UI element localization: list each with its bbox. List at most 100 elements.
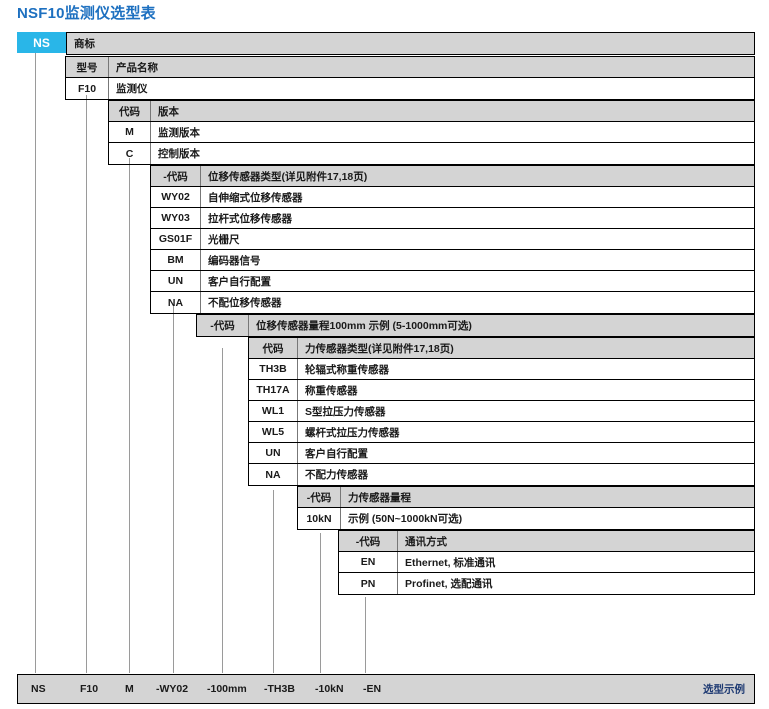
summary-token-brand: NS	[31, 683, 46, 695]
leader-line-comm	[365, 597, 366, 673]
table-row: C 控制版本	[109, 143, 754, 164]
summary-token-disp-range: -100mm	[207, 683, 247, 695]
summary-token-version: M	[125, 683, 134, 695]
table-row: UN 客户自行配置	[151, 271, 754, 292]
block-brand: 商标	[66, 32, 755, 55]
block-force-sensor-type: 代码 力传感器类型(详见附件17,18页) TH3B 轮辐式称重传感器 TH17…	[248, 337, 755, 486]
row-desc: 控制版本	[158, 148, 200, 160]
block-displacement-sensor-range: -代码 位移传感器量程100mm 示例 (5-1000mm可选)	[196, 314, 755, 337]
table-row: WL1 S型拉压力传感器	[249, 401, 754, 422]
table-row: M 监测版本	[109, 122, 754, 143]
table-row-header: 型号 产品名称	[66, 57, 754, 78]
summary-token-force-type: -TH3B	[264, 683, 295, 695]
block-displacement-sensor-type: -代码 位移传感器类型(详见附件17,18页) WY02 自伸缩式位移传感器 W…	[150, 165, 755, 314]
table-row-header: -代码 力传感器量程	[298, 487, 754, 508]
row-desc: 轮辐式称重传感器	[305, 363, 389, 376]
row-code: NA	[151, 292, 201, 313]
row-code: C	[109, 143, 151, 164]
col-desc: 力传感器量程	[348, 491, 411, 504]
row-desc: 自伸缩式位移传感器	[208, 191, 303, 204]
row-code: WY02	[151, 187, 201, 207]
col-desc: 产品名称	[116, 61, 158, 74]
col-code: 代码	[109, 101, 151, 121]
col-desc: 位移传感器量程100mm 示例 (5-1000mm可选)	[256, 320, 472, 332]
leader-line-force-type	[273, 490, 274, 673]
table-row: NA 不配位移传感器	[151, 292, 754, 313]
col-desc: 位移传感器类型(详见附件17,18页)	[208, 170, 368, 183]
row-desc: 螺杆式拉压力传感器	[305, 426, 400, 439]
summary-token-comm: -EN	[363, 683, 382, 695]
col-desc: 力传感器类型(详见附件17,18页)	[305, 342, 454, 355]
row-desc: 示例 (50N~1000kN可选)	[348, 513, 463, 525]
summary-token-force-range: -10kN	[315, 683, 344, 695]
table-row-header: -代码 位移传感器量程100mm 示例 (5-1000mm可选)	[197, 315, 754, 336]
leader-line-ns	[35, 53, 36, 673]
table-row: TH3B 轮辐式称重传感器	[249, 359, 754, 380]
row-desc: S型拉压力传感器	[305, 405, 386, 418]
table-row-header: 代码 版本	[109, 101, 754, 122]
row-desc: 称重传感器	[305, 384, 358, 397]
page-title: NSF10监测仪选型表	[17, 5, 156, 22]
table-row: F10 监测仪	[66, 78, 754, 99]
row-code: WY03	[151, 208, 201, 228]
row-code: TH17A	[249, 380, 298, 400]
row-code: PN	[339, 573, 398, 594]
table-row-header: -代码 通讯方式	[339, 531, 754, 552]
row-code: TH3B	[249, 359, 298, 379]
row-desc: 不配力传感器	[305, 469, 368, 481]
col-desc: 通讯方式	[405, 535, 447, 548]
col-desc: 版本	[158, 105, 179, 118]
row-desc: 客户自行配置	[305, 447, 368, 460]
row-code: UN	[151, 271, 201, 291]
selection-example-label: 选型示例	[703, 683, 745, 696]
selection-example-bar: NS F10 M -WY02 -100mm -TH3B -10kN -EN 选型…	[17, 674, 755, 704]
col-code: -代码	[151, 166, 201, 186]
table-row: GS01F 光栅尺	[151, 229, 754, 250]
leader-line-force-rng	[320, 533, 321, 673]
row-code: UN	[249, 443, 298, 463]
row-code: BM	[151, 250, 201, 270]
row-desc: 客户自行配置	[208, 275, 271, 288]
row-code: EN	[339, 552, 398, 572]
row-code: WL1	[249, 401, 298, 421]
row-desc: 编码器信号	[208, 254, 261, 267]
summary-token-model: F10	[80, 683, 99, 695]
col-code: -代码	[197, 315, 249, 336]
row-desc: 监测仪	[116, 83, 148, 95]
row-code: F10	[66, 78, 109, 99]
col-code: -代码	[298, 487, 341, 507]
leader-line-disp-range	[222, 348, 223, 673]
table-row: WY02 自伸缩式位移传感器	[151, 187, 754, 208]
brand-code-cell: NS	[17, 32, 66, 53]
row-desc: 拉杆式位移传感器	[208, 212, 292, 225]
table-row: PN Profinet, 选配通讯	[339, 573, 754, 594]
row-desc: 光栅尺	[208, 233, 240, 246]
block-model: 型号 产品名称 F10 监测仪	[65, 56, 755, 100]
block-force-sensor-range: -代码 力传感器量程 10kN 示例 (50N~1000kN可选)	[297, 486, 755, 530]
summary-token-disp-type: -WY02	[156, 683, 189, 695]
row-code: NA	[249, 464, 298, 485]
table-row: NA 不配力传感器	[249, 464, 754, 485]
table-row: WY03 拉杆式位移传感器	[151, 208, 754, 229]
block-communication: -代码 通讯方式 EN Ethernet, 标准通讯 PN Profinet, …	[338, 530, 755, 595]
leader-line-model	[86, 95, 87, 673]
col-code: -代码	[339, 531, 398, 551]
table-row: UN 客户自行配置	[249, 443, 754, 464]
table-row: WL5 螺杆式拉压力传感器	[249, 422, 754, 443]
row-desc: 监测版本	[158, 126, 200, 139]
table-row: TH17A 称重传感器	[249, 380, 754, 401]
row-code: 10kN	[298, 508, 341, 529]
leader-line-version	[129, 158, 130, 673]
brand-label: 商标	[74, 38, 95, 50]
col-code: 代码	[249, 338, 298, 358]
table-row: 10kN 示例 (50N~1000kN可选)	[298, 508, 754, 529]
row-code: GS01F	[151, 229, 201, 249]
block-version: 代码 版本 M 监测版本 C 控制版本	[108, 100, 755, 165]
row-desc: Ethernet, 标准通讯	[405, 556, 496, 569]
table-row-header: -代码 位移传感器类型(详见附件17,18页)	[151, 166, 754, 187]
table-row-header: 代码 力传感器类型(详见附件17,18页)	[249, 338, 754, 359]
row-code: M	[109, 122, 151, 142]
col-code: 型号	[66, 57, 109, 77]
table-row: 商标	[67, 33, 754, 54]
